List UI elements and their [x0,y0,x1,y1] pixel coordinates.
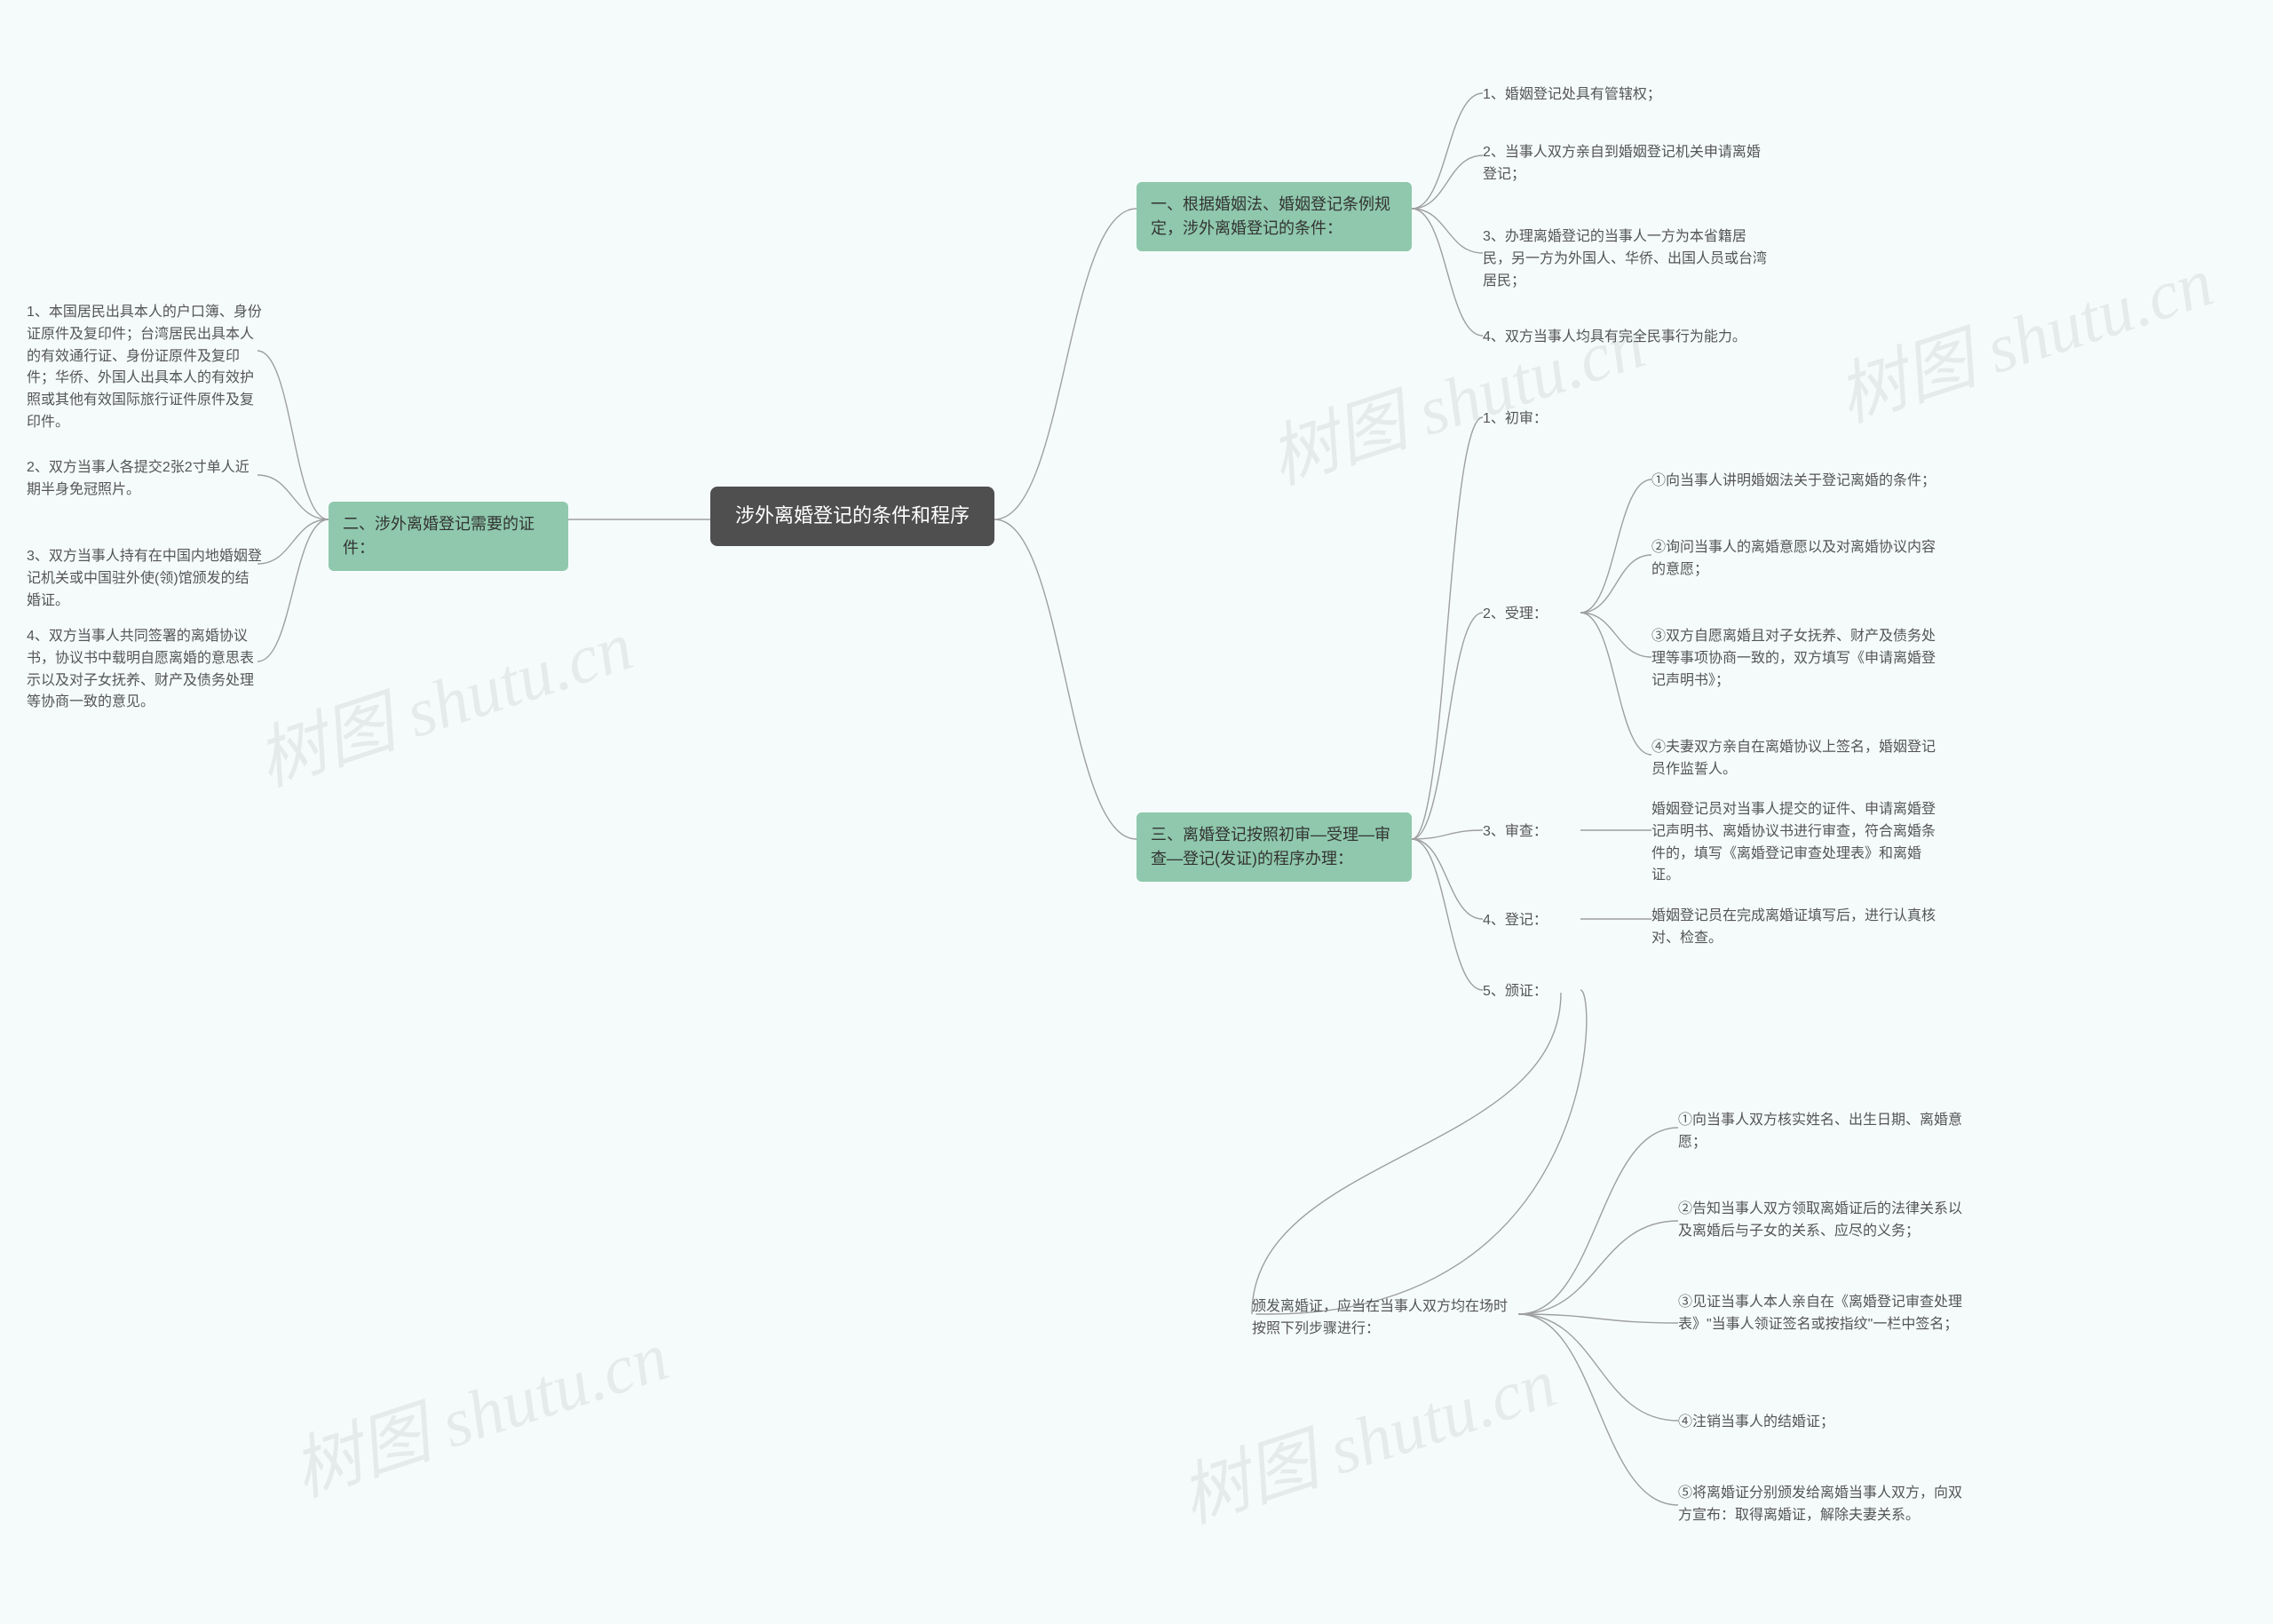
s3-e-sub-2: ②告知当事人双方领取离婚证后的法律关系以及离婚后与子女的关系、应尽的义务； [1678,1199,1962,1243]
s3-b-sub-4: ④夫妻双方亲自在离婚协议上签名，婚姻登记员作监誓人。 [1651,737,1936,781]
s2-item-2: 2、双方当事人各提交2张2寸单人近期半身免冠照片。 [27,457,262,502]
s1-item-1: 1、婚姻登记处具有管辖权； [1483,84,1767,107]
watermark: 树图 shutu.cn [1255,289,1655,503]
root-node: 涉外离婚登记的条件和程序 [710,487,994,546]
s3-step-3: 3、审查： [1483,821,1548,844]
s3-e-sub-4: ④注销当事人的结婚证； [1678,1412,1962,1434]
section-3: 三、离婚登记按照初审—受理—审查—登记(发证)的程序办理： [1136,812,1412,882]
watermark: 树图 shutu.cn [1823,226,2223,441]
s3-step-2: 2、受理： [1483,604,1548,626]
s3-d-sub: 婚姻登记员在完成离婚证填写后，进行认真核对、检查。 [1651,906,1936,950]
s1-item-3: 3、办理离婚登记的当事人一方为本省籍居民，另一方为外国人、华侨、出国人员或台湾居… [1483,226,1767,292]
section-3-label: 三、离婚登记按照初审—受理—审查—登记(发证)的程序办理： [1151,826,1390,867]
s2-item-3: 3、双方当事人持有在中国内地婚姻登记机关或中国驻外使(领)馆颁发的结婚证。 [27,546,262,612]
s2-item-1: 1、本国居民出具本人的户口簿、身份证原件及复印件；台湾居民出具本人的有效通行证、… [27,302,262,434]
section-2-label: 二、涉外离婚登记需要的证件： [343,515,535,557]
s1-item-4: 4、双方当事人均具有完全民事行为能力。 [1483,327,1767,349]
section-1-label: 一、根据婚姻法、婚姻登记条例规定，涉外离婚登记的条件： [1151,195,1390,237]
s3-e-sub-1: ①向当事人双方核实姓名、出生日期、离婚意愿； [1678,1110,1962,1154]
s3-step-5: 5、颁证： [1483,981,1548,1003]
s2-item-4: 4、双方当事人共同签署的离婚协议书，协议书中载明自愿离婚的意思表示以及对子女抚养… [27,626,262,714]
s3-e-header: 颁发离婚证，应当在当事人双方均在场时按照下列步骤进行： [1252,1296,1518,1341]
s3-e-sub-3: ③见证当事人本人亲自在《离婚登记审查处理表》"当事人领证签名或按指纹"一栏中签名… [1678,1292,1962,1336]
s3-b-sub-1: ①向当事人讲明婚姻法关于登记离婚的条件； [1651,471,1936,493]
s3-step-4: 4、登记： [1483,910,1548,932]
section-1: 一、根据婚姻法、婚姻登记条例规定，涉外离婚登记的条件： [1136,182,1412,251]
root-label: 涉外离婚登记的条件和程序 [735,504,970,527]
s3-c-sub: 婚姻登记员对当事人提交的证件、申请离婚登记声明书、离婚协议书进行审查，符合离婚条… [1651,799,1936,887]
watermark: 树图 shutu.cn [1166,1327,1566,1542]
s3-e-sub-5: ⑤将离婚证分别颁发给离婚当事人双方，向双方宣布：取得离婚证，解除夫妻关系。 [1678,1483,1962,1527]
watermark: 树图 shutu.cn [242,590,643,805]
s3-b-sub-2: ②询问当事人的离婚意愿以及对离婚协议内容的意愿； [1651,537,1936,582]
s3-step-1: 1、初审： [1483,408,1548,431]
s3-b-sub-3: ③双方自愿离婚且对子女抚养、财产及债务处理等事项协商一致的，双方填写《申请离婚登… [1651,626,1936,692]
s1-item-2: 2、当事人双方亲自到婚姻登记机关申请离婚登记； [1483,142,1767,186]
section-2: 二、涉外离婚登记需要的证件： [329,502,568,571]
watermark: 树图 shutu.cn [278,1301,678,1516]
